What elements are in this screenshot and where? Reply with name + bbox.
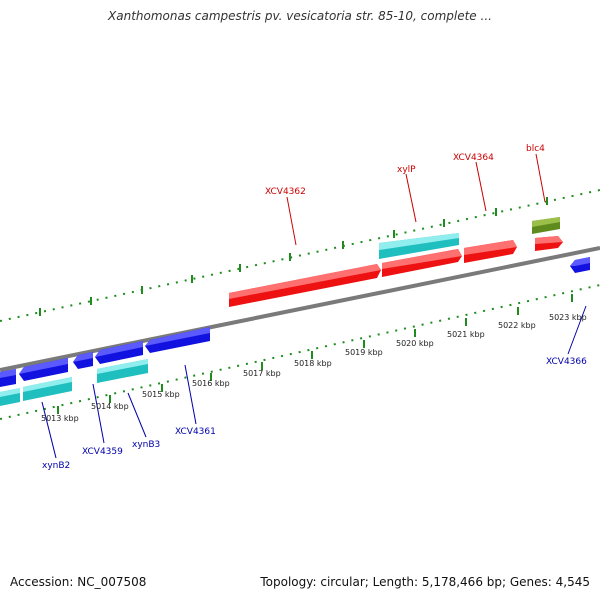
reverse-tick-track	[0, 284, 600, 420]
reverse-genes[interactable]	[0, 257, 590, 387]
tick-label: 5018 kbp	[294, 359, 332, 368]
label-XCV4362: XCV4362	[265, 187, 306, 197]
label-xylP: xylP	[397, 165, 416, 175]
label-XCV4361: XCV4361	[175, 427, 216, 437]
label-blc4: blc4	[526, 144, 545, 154]
forward-gene-labels: XCV4362 xylP XCV4364 blc4	[265, 144, 545, 197]
label-xynB3: xynB3	[132, 440, 160, 450]
kbp-tick-labels: 5013 kbp 5014 kbp 5015 kbp 5016 kbp 5017…	[41, 313, 587, 423]
tick-label: 5015 kbp	[142, 390, 180, 399]
tick-label: 5021 kbp	[447, 330, 485, 339]
tick-label: 5022 kbp	[498, 321, 536, 330]
tick-label: 5016 kbp	[192, 379, 230, 388]
reverse-gene-labels: xynB2 XCV4359 xynB3 XCV4361 XCV4366	[42, 357, 587, 471]
label-XCV4364: XCV4364	[453, 153, 494, 163]
cyan-forward-gene[interactable]	[379, 233, 459, 259]
forward-major-ticks	[39, 197, 548, 316]
reverse-label-leaders	[41, 305, 587, 459]
tick-label: 5020 kbp	[396, 339, 434, 348]
forward-tick-track	[0, 189, 600, 322]
tick-label: 5014 kbp	[91, 402, 129, 411]
cyan-reverse-genes[interactable]	[0, 359, 148, 406]
tick-label: 5017 kbp	[243, 369, 281, 378]
genome-summary: Topology: circular; Length: 5,178,466 bp…	[260, 575, 590, 589]
forward-label-leaders	[286, 153, 546, 246]
label-XCV4359: XCV4359	[82, 447, 123, 457]
label-xynB2: xynB2	[42, 461, 70, 471]
accession-text: Accession: NC_007508	[10, 575, 147, 589]
tick-label: 5019 kbp	[345, 348, 383, 357]
forward-genes[interactable]	[229, 236, 563, 307]
tick-label: 5013 kbp	[41, 414, 79, 423]
label-XCV4366: XCV4366	[546, 357, 587, 367]
tick-label: 5023 kbp	[549, 313, 587, 322]
genome-backbone	[0, 246, 600, 372]
olive-gene-blc4[interactable]	[532, 217, 560, 234]
reverse-major-ticks	[57, 294, 573, 414]
map-title: Xanthomonas campestris pv. vesicatoria s…	[108, 9, 492, 23]
